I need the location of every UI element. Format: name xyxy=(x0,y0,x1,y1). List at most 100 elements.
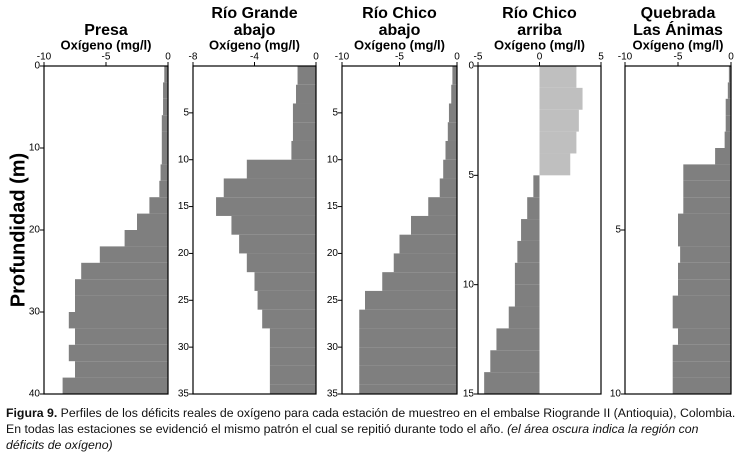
y-tick-label: 5 xyxy=(615,225,621,236)
bar xyxy=(239,234,316,254)
panel-title: Río Grande xyxy=(211,5,297,22)
bar xyxy=(678,279,731,296)
bar xyxy=(149,197,168,214)
y-tick-label: 40 xyxy=(29,389,41,400)
x-tick-label: 0 xyxy=(728,52,734,63)
panel-title: arriba xyxy=(517,22,562,39)
y-tick-label: 30 xyxy=(178,342,190,353)
bar xyxy=(521,219,540,241)
y-tick-label: 0 xyxy=(468,61,474,72)
bar xyxy=(439,178,457,198)
bar xyxy=(161,148,168,165)
x-axis-label: Oxígeno (mg/l) xyxy=(354,37,445,52)
bar xyxy=(678,328,731,345)
bar xyxy=(159,180,168,198)
bar xyxy=(678,262,731,280)
bar xyxy=(399,234,457,254)
bar xyxy=(223,178,316,198)
bar xyxy=(496,328,540,351)
bar xyxy=(161,131,168,148)
bar xyxy=(246,253,316,273)
bar xyxy=(678,213,731,230)
bar xyxy=(216,197,316,216)
bar xyxy=(725,98,731,116)
bar xyxy=(359,309,457,329)
bar xyxy=(508,306,540,329)
y-tick-label: 30 xyxy=(29,307,41,318)
bar xyxy=(539,131,577,154)
panel-title: abajo xyxy=(379,22,421,39)
bar xyxy=(296,84,316,104)
panel-title: abajo xyxy=(234,22,276,39)
y-tick-label: 10 xyxy=(178,154,190,165)
bar xyxy=(539,87,583,110)
bar xyxy=(539,109,579,132)
bar xyxy=(715,148,731,165)
x-tick-label: -10 xyxy=(335,52,350,63)
bar xyxy=(680,246,731,263)
caption-text: Perfiles de los déficits reales de oxíge… xyxy=(6,406,736,436)
x-tick-label: 5 xyxy=(598,52,604,63)
y-tick-label: 20 xyxy=(29,225,41,236)
bar xyxy=(452,66,457,85)
bar xyxy=(292,103,316,123)
y-tick-label: 35 xyxy=(327,389,339,400)
bar xyxy=(137,213,168,230)
bar xyxy=(514,262,540,285)
x-axis-label: Oxígeno (mg/l) xyxy=(633,37,724,52)
bar xyxy=(160,164,168,181)
bar xyxy=(359,365,457,385)
bar xyxy=(727,82,731,99)
bar xyxy=(75,361,168,378)
x-tick-label: -5 xyxy=(395,52,404,63)
x-axis-label: Oxígeno (mg/l) xyxy=(494,37,585,52)
bar xyxy=(517,240,540,263)
bar xyxy=(257,290,316,310)
y-tick-label: 20 xyxy=(178,248,190,259)
bar xyxy=(393,253,457,273)
bar xyxy=(246,159,316,179)
y-tick-label: 25 xyxy=(327,295,339,306)
bar xyxy=(359,347,457,366)
bar xyxy=(382,272,457,291)
x-tick-label: 0 xyxy=(537,52,543,63)
bar xyxy=(292,122,316,141)
bar xyxy=(683,164,731,181)
x-tick-label: 0 xyxy=(454,52,460,63)
y-tick-label: 5 xyxy=(183,107,189,118)
y-tick-label: 15 xyxy=(327,201,339,212)
bar xyxy=(81,262,168,280)
bar xyxy=(164,66,168,83)
bar xyxy=(448,103,457,123)
bar xyxy=(411,215,457,235)
x-tick-label: -10 xyxy=(37,52,52,63)
bar xyxy=(672,295,731,312)
x-tick-label: -5 xyxy=(102,52,111,63)
y-tick-label: 30 xyxy=(327,342,339,353)
bar xyxy=(231,215,316,235)
bar xyxy=(269,384,316,394)
bar xyxy=(75,295,168,312)
y-tick-label: 5 xyxy=(468,170,474,181)
bar xyxy=(161,115,168,132)
bar xyxy=(728,66,731,83)
panel-title: Río Chico xyxy=(502,5,577,22)
caption: Figura 9. Perfiles de los déficits reale… xyxy=(6,405,738,453)
y-tick-label: 15 xyxy=(178,201,190,212)
x-axis-label: Oxígeno (mg/l) xyxy=(61,37,152,52)
bar xyxy=(539,153,571,176)
x-tick-label: 0 xyxy=(313,52,319,63)
caption-label: Figura 9. xyxy=(6,406,58,420)
bar xyxy=(269,347,316,366)
bar xyxy=(262,309,316,329)
bar xyxy=(254,272,316,291)
y-tick-label: 5 xyxy=(332,107,338,118)
bar xyxy=(683,197,731,214)
bar xyxy=(269,365,316,385)
bar xyxy=(724,131,731,148)
x-tick-label: -10 xyxy=(618,52,633,63)
bar xyxy=(75,328,168,345)
bar xyxy=(672,344,731,362)
bar xyxy=(490,350,540,373)
